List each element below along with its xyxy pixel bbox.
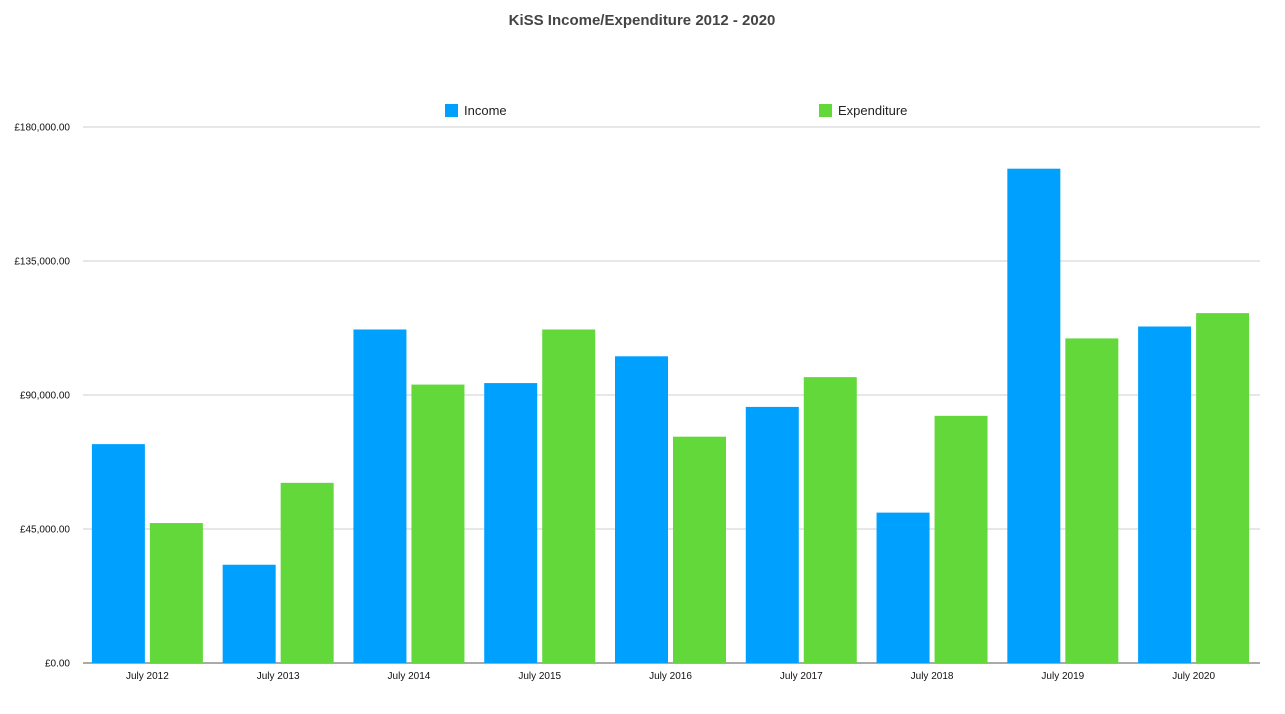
legend-label-income: Income — [464, 103, 507, 118]
bar-income-july-2015 — [484, 383, 538, 663]
bar-income-july-2016 — [615, 356, 668, 663]
legend: Income Expenditure — [445, 103, 907, 118]
bar-expenditure-july-2012 — [149, 523, 203, 663]
bar-expenditure-july-2019 — [1065, 338, 1119, 663]
bar-income-july-2014 — [353, 329, 407, 663]
legend-swatch-income — [445, 104, 458, 117]
x-axis: July 2012 July 2013 July 2014 July 2015 July… — [126, 671, 1215, 682]
y-tick-label: £135,000.00 — [14, 257, 70, 268]
y-tick-label: £90,000.00 — [20, 391, 70, 402]
chart-title: KiSS Income/Expenditure 2012 - 2020 — [509, 12, 776, 29]
bar-income-july-2018 — [876, 512, 930, 663]
bar-expenditure-july-2018 — [934, 415, 988, 663]
x-tick-label: July 2013 — [257, 671, 300, 682]
x-tick-label: July 2020 — [1172, 671, 1215, 682]
x-tick-label: July 2012 — [126, 671, 169, 682]
legend-swatch-expenditure — [819, 104, 832, 117]
legend-label-expenditure: Expenditure — [838, 103, 907, 118]
x-tick-label: July 2016 — [649, 671, 692, 682]
y-axis: £0.00 £45,000.00 £90,000.00 £135,000.00 £180… — [14, 123, 70, 670]
x-tick-label: July 2017 — [780, 671, 823, 682]
bar-expenditure-july-2014 — [411, 384, 465, 663]
y-tick-label: £0.00 — [45, 659, 70, 670]
bar-income-july-2012 — [91, 444, 145, 663]
y-tick-label: £180,000.00 — [14, 123, 70, 134]
bar-expenditure-july-2015 — [542, 329, 596, 663]
x-tick-label: July 2018 — [911, 671, 954, 682]
bar-expenditure-july-2016 — [673, 436, 726, 663]
x-tick-label: July 2015 — [518, 671, 561, 682]
x-tick-label: July 2014 — [388, 671, 431, 682]
x-tick-label: July 2019 — [1041, 671, 1084, 682]
bar-expenditure-july-2013 — [280, 482, 334, 663]
bar-income-july-2017 — [745, 406, 799, 663]
bar-expenditure-july-2017 — [803, 377, 857, 663]
y-tick-label: £45,000.00 — [20, 525, 70, 536]
bars — [91, 168, 1250, 663]
bar-income-july-2020 — [1138, 326, 1192, 663]
gridlines — [83, 126, 1260, 664]
bar-income-july-2019 — [1007, 168, 1061, 663]
bar-income-july-2013 — [222, 564, 276, 663]
bar-expenditure-july-2020 — [1196, 313, 1250, 663]
